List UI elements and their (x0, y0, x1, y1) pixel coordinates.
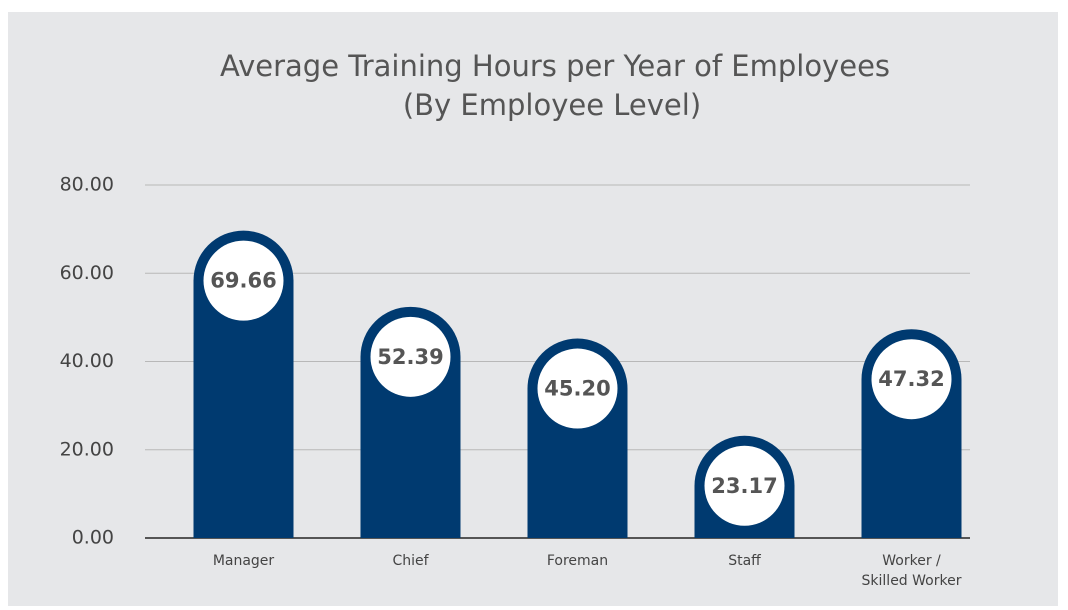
x-tick-label: Foreman (546, 553, 609, 569)
x-tick-label: Chief (392, 553, 429, 569)
y-tick-label: 60.00 (60, 262, 114, 284)
value-label: 47.32 (878, 367, 944, 391)
value-label: 52.39 (377, 345, 443, 369)
x-tick-label: Manager (212, 553, 275, 569)
value-badge (203, 240, 284, 321)
value-label: 69.66 (210, 269, 276, 293)
y-tick-label: 0.00 (72, 527, 114, 549)
value-label: 23.17 (711, 474, 777, 498)
value-label: 45.20 (544, 377, 610, 401)
value-badge (537, 348, 618, 429)
value-badge (704, 445, 785, 526)
x-tick-label: Staff (728, 553, 761, 569)
chart-subtitle: (By Employee Level) (403, 88, 701, 122)
value-badge (370, 316, 451, 397)
chart-title: Average Training Hours per Year of Emplo… (220, 49, 890, 83)
x-tick-label: Worker / Skilled Worker (861, 553, 962, 589)
y-tick-label: 20.00 (60, 438, 114, 460)
y-tick-label: 40.00 (60, 350, 114, 372)
value-badge (871, 339, 952, 420)
y-tick-label: 80.00 (60, 174, 114, 196)
